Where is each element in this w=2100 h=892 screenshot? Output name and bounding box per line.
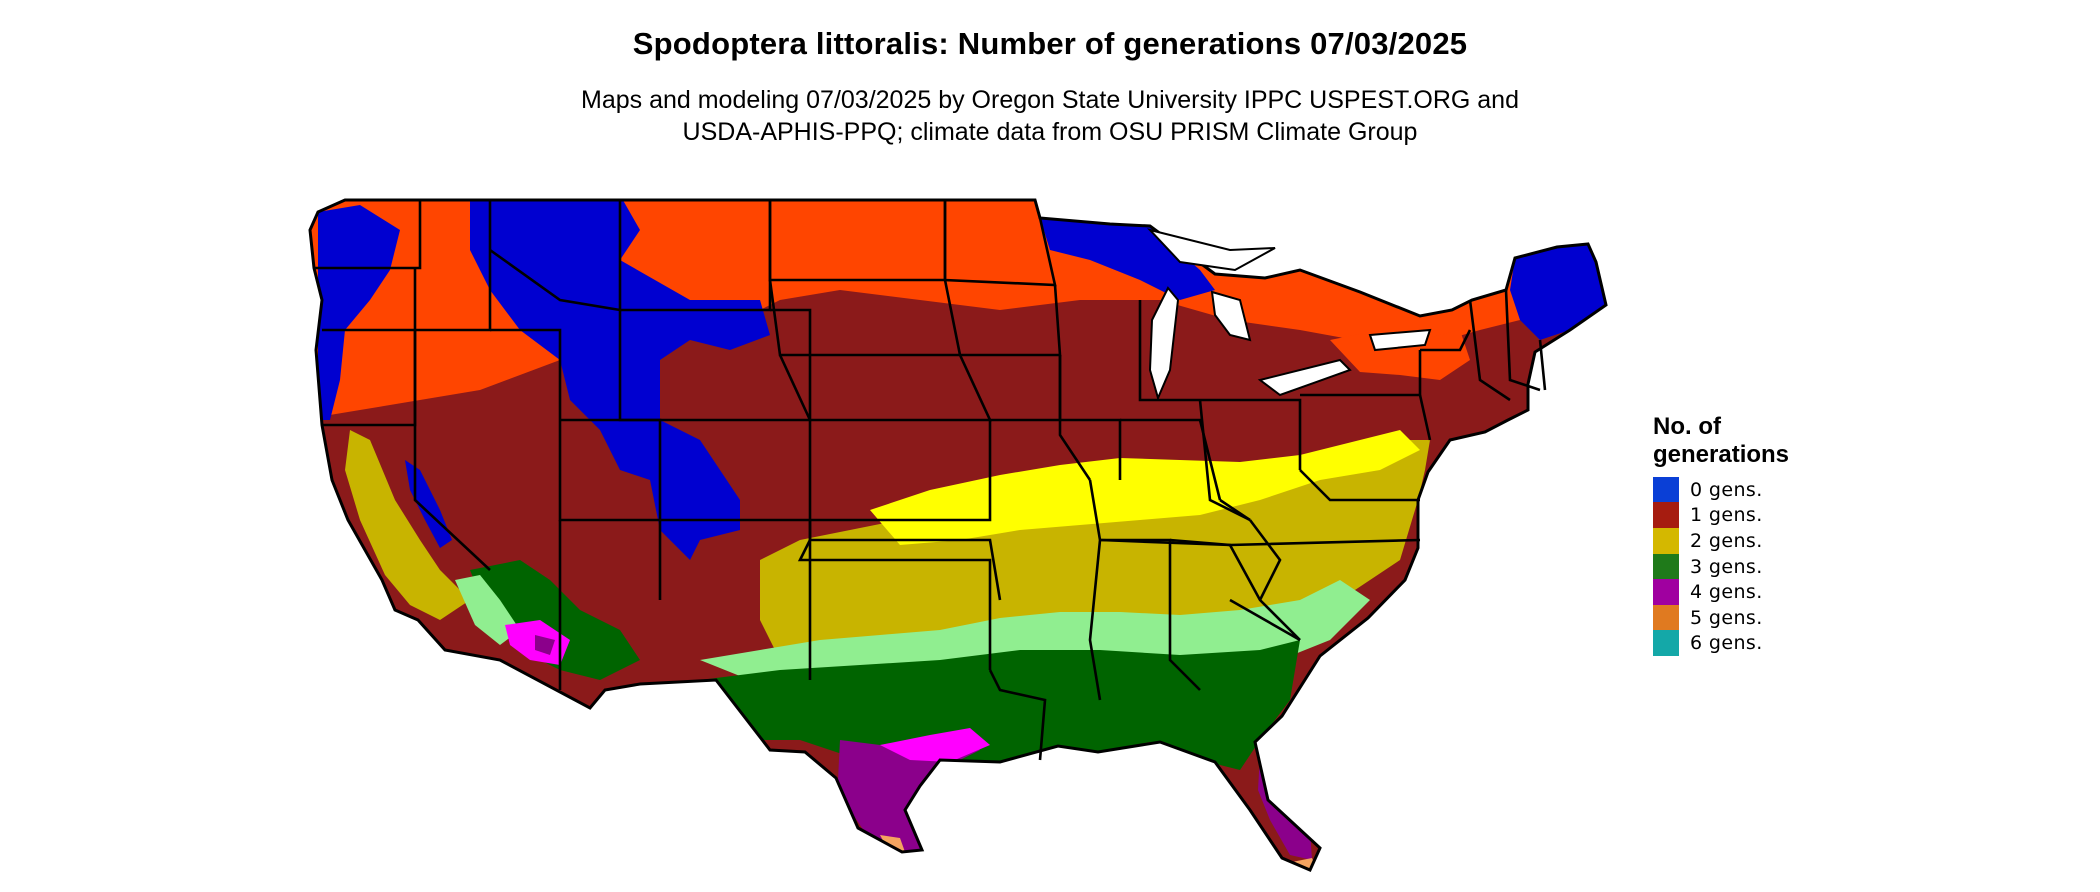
legend-item: 0 gens.	[1653, 476, 1789, 503]
legend-item: 2 gens.	[1653, 527, 1789, 554]
region-4-gen-arizona-dark	[535, 635, 555, 655]
legend-label: 6 gens.	[1690, 632, 1763, 655]
legend-swatch	[1653, 630, 1679, 657]
region-4-gen-texas-light	[880, 728, 990, 762]
region-5-gen-florida-tip	[1292, 858, 1318, 870]
region-3-gen-southwest-light	[455, 575, 520, 645]
map-legend: No. of generations 0 gens. 1 gens. 2 gens.…	[1653, 413, 1789, 657]
legend-title-line-2: generations	[1653, 441, 1790, 468]
legend-swatch	[1653, 502, 1679, 529]
legend-swatch	[1653, 553, 1679, 580]
lake-michigan	[1148, 286, 1180, 401]
legend-swatch	[1653, 579, 1679, 606]
lake-superior	[1146, 228, 1276, 272]
region-0-gen-great-lakes	[1040, 218, 1215, 300]
legend-title: No. of generations	[1653, 413, 1789, 469]
lake-huron	[1210, 290, 1252, 342]
legend-title-line-1: No. of	[1653, 413, 1721, 440]
legend-label: 1 gens.	[1690, 504, 1763, 527]
legend-item: 1 gens.	[1653, 502, 1789, 529]
legend-item: 6 gens.	[1653, 630, 1789, 657]
subtitle-line-2: USDA-APHIS-PPQ; climate data from OSU PR…	[682, 118, 1418, 146]
lake-ontario	[1368, 328, 1432, 352]
subtitle-line-1: Maps and modeling 07/03/2025 by Oregon S…	[581, 86, 1519, 114]
region-0-gen-cascades	[318, 205, 400, 420]
legend-item: 5 gens.	[1653, 604, 1789, 631]
region-2-gen-light-band	[870, 430, 1420, 545]
map-subtitle: Maps and modeling 07/03/2025 by Oregon S…	[0, 84, 2100, 148]
region-4-gen-florida	[1258, 750, 1312, 860]
legend-swatch	[1653, 604, 1679, 631]
lake-erie	[1257, 358, 1352, 397]
region-1-gen-northeast	[1330, 330, 1470, 380]
state-borders	[314, 200, 1547, 761]
region-3-gen-southwest	[470, 560, 640, 680]
great-lakes	[1146, 228, 1432, 401]
legend-label: 5 gens.	[1690, 606, 1763, 629]
legend-swatch	[1653, 527, 1679, 554]
region-5-gen-texas-tip	[880, 835, 905, 852]
map-title: Spodoptera littoralis: Number of generat…	[632, 26, 1468, 61]
legend-item: 4 gens.	[1653, 579, 1789, 606]
region-2-gen-california	[345, 430, 470, 620]
legend-label: 0 gens.	[1690, 478, 1763, 501]
legend-label: 3 gens.	[1690, 555, 1763, 578]
legend-swatch	[1653, 476, 1679, 503]
legend-label: 2 gens.	[1690, 529, 1763, 552]
region-0-gen-sierra	[405, 460, 452, 548]
legend-label: 4 gens.	[1690, 581, 1763, 604]
region-0-gen-maine	[1510, 244, 1606, 340]
us-generations-map	[308, 198, 1608, 872]
legend-item: 3 gens.	[1653, 553, 1789, 580]
